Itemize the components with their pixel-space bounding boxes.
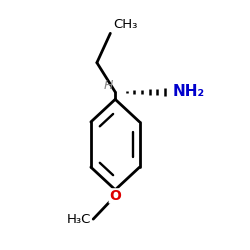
Text: H: H (104, 80, 113, 92)
Text: NH₂: NH₂ (173, 84, 205, 100)
Text: CH₃: CH₃ (113, 18, 137, 31)
Text: H₃C: H₃C (66, 212, 91, 226)
Text: O: O (109, 189, 121, 203)
